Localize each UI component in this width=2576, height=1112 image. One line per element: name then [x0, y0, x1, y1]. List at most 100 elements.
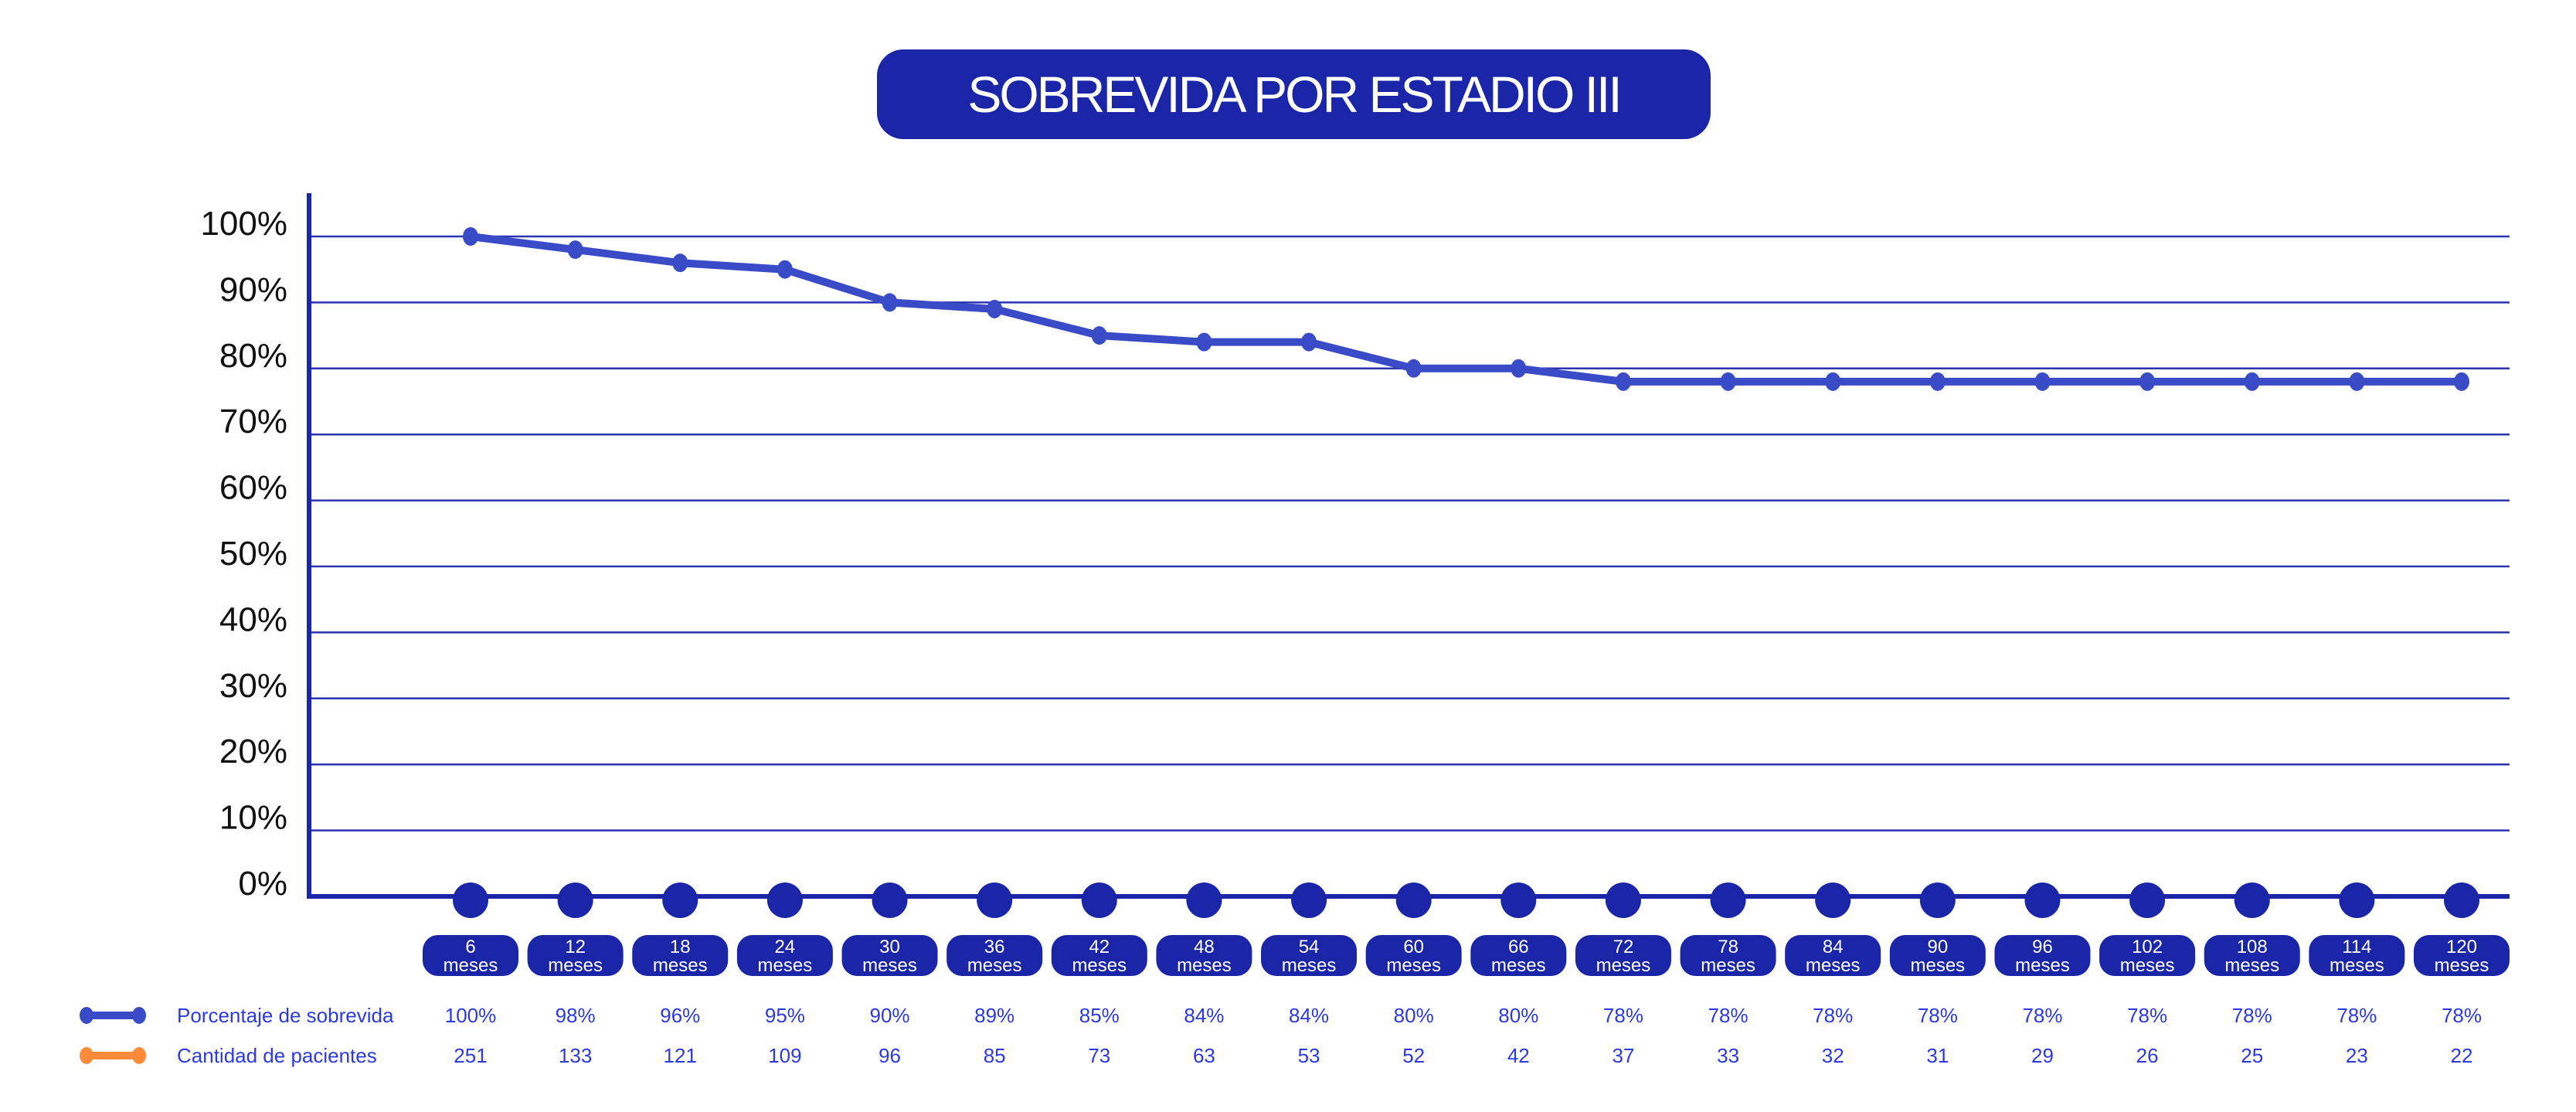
patient-count-label: 31 — [1926, 1044, 1949, 1067]
survival-point — [1929, 372, 1946, 391]
month-pill-number: 24 — [775, 937, 796, 957]
survival-value-label: 89% — [974, 1004, 1014, 1027]
month-pill-number: 96 — [2032, 937, 2053, 957]
patient-count-label: 25 — [2241, 1044, 2263, 1067]
month-pill-unit: meses — [2120, 955, 2175, 976]
month-pill — [1051, 935, 1147, 976]
y-tick-label: 30% — [219, 667, 287, 705]
x-axis-marker — [1186, 882, 1222, 918]
patient-count-label: 133 — [559, 1044, 592, 1067]
y-tick-label: 50% — [219, 535, 287, 573]
survival-value-label: 80% — [1498, 1004, 1538, 1027]
survival-value-label: 78% — [1708, 1004, 1748, 1027]
legend-survival-dot-icon — [132, 1007, 146, 1024]
x-axis-marker — [872, 882, 908, 918]
month-pill-unit: meses — [862, 955, 917, 976]
survival-point — [2034, 372, 2051, 391]
x-axis-marker — [2234, 882, 2270, 918]
patient-count-label: 32 — [1822, 1044, 1844, 1067]
month-pill — [946, 935, 1043, 976]
x-axis-marker — [2129, 882, 2166, 918]
month-pill-unit: meses — [2435, 955, 2489, 976]
patient-count-label: 251 — [454, 1044, 487, 1067]
legend-patients-label: Cantidad de pacientes — [177, 1044, 377, 1067]
patient-count-label: 23 — [2346, 1044, 2368, 1067]
survival-point — [463, 227, 478, 246]
survival-value-label: 78% — [2022, 1004, 2062, 1027]
survival-point — [1615, 372, 1631, 391]
survival-point — [1511, 359, 1527, 378]
legend-patients-dot-icon — [80, 1047, 93, 1064]
month-pill-number: 18 — [670, 937, 691, 957]
patient-count-label: 53 — [1298, 1044, 1320, 1067]
month-pill-number: 60 — [1403, 937, 1424, 957]
month-pill-number: 108 — [2237, 937, 2268, 957]
month-pill — [2204, 935, 2300, 976]
survival-point — [777, 260, 793, 279]
x-axis-marker — [557, 882, 593, 918]
y-tick-label: 90% — [219, 270, 287, 308]
patient-count-label: 37 — [1612, 1044, 1634, 1067]
month-pill-unit: meses — [1282, 955, 1337, 976]
month-pill-unit: meses — [758, 955, 813, 976]
month-pill-unit: meses — [1596, 955, 1651, 976]
survival-point — [987, 299, 1003, 318]
month-pill-unit: meses — [1072, 955, 1127, 976]
survival-point — [2244, 372, 2260, 391]
survival-value-label: 85% — [1079, 1004, 1120, 1027]
survival-value-label: 78% — [2442, 1004, 2482, 1027]
month-pill-number: 78 — [1718, 937, 1738, 957]
x-axis-marker — [1081, 882, 1117, 918]
survival-point — [672, 253, 688, 273]
month-pill — [1261, 935, 1358, 976]
patient-count-label: 109 — [768, 1044, 801, 1067]
survival-value-label: 95% — [765, 1004, 805, 1027]
survival-value-label: 98% — [556, 1004, 596, 1027]
survival-point — [2454, 372, 2469, 391]
y-tick-label: 70% — [219, 403, 287, 440]
patient-count-label: 73 — [1088, 1044, 1110, 1067]
survival-value-label: 84% — [1184, 1004, 1224, 1027]
month-pill-number: 114 — [2342, 937, 2371, 957]
x-axis-marker — [662, 882, 698, 918]
month-pill-number: 102 — [2132, 937, 2163, 957]
month-pill-unit: meses — [2015, 955, 2070, 976]
survival-point — [1301, 332, 1317, 352]
month-pill — [1889, 935, 1986, 976]
month-pill-number: 84 — [1823, 937, 1844, 957]
month-pill — [736, 935, 833, 976]
x-axis-marker — [2444, 882, 2479, 918]
survival-point — [1091, 326, 1107, 345]
month-pill — [1156, 935, 1252, 976]
month-pill-number: 66 — [1508, 937, 1529, 957]
y-tick-label: 0% — [238, 865, 287, 903]
patient-count-label: 85 — [984, 1044, 1006, 1067]
month-pill-unit: meses — [548, 955, 603, 976]
survival-line — [470, 233, 2462, 386]
month-pill-number: 12 — [565, 937, 586, 957]
x-axis-marker — [1395, 882, 1432, 918]
survival-point — [567, 240, 583, 260]
month-pill-unit: meses — [1806, 955, 1861, 976]
month-pill-unit: meses — [2224, 955, 2279, 976]
y-tick-label: 20% — [219, 733, 287, 770]
x-axis-marker — [453, 882, 488, 918]
survival-point — [882, 293, 898, 312]
month-pill-number: 42 — [1089, 937, 1110, 957]
month-pill-number: 90 — [1927, 937, 1948, 957]
survival-value-label: 78% — [1813, 1004, 1853, 1027]
survival-point — [2349, 372, 2365, 391]
month-pill — [632, 935, 729, 976]
patient-count-label: 96 — [878, 1044, 901, 1067]
survival-value-label: 84% — [1289, 1004, 1329, 1027]
x-axis-marker — [1291, 882, 1327, 918]
survival-value-label: 78% — [1918, 1004, 1958, 1027]
y-tick-label: 100% — [200, 205, 287, 243]
x-axis-marker — [1919, 882, 1956, 918]
survival-point — [2139, 372, 2156, 391]
survival-value-label: 100% — [445, 1004, 497, 1027]
x-axis-marker — [2024, 882, 2061, 918]
month-pill-number: 120 — [2446, 937, 2477, 957]
month-pill-unit: meses — [2330, 955, 2384, 976]
month-pill — [1575, 935, 1671, 976]
